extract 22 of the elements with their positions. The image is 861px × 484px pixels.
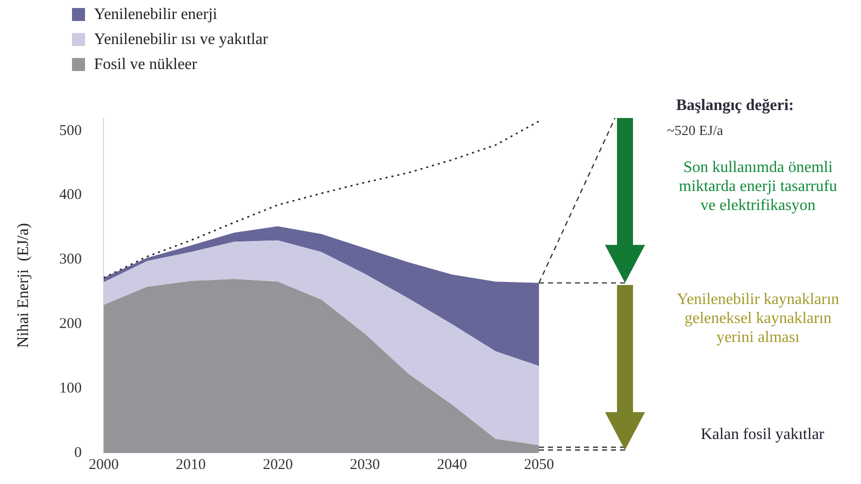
x-tick-label: 2000 bbox=[88, 456, 119, 473]
x-tick-label: 2040 bbox=[436, 456, 467, 473]
y-axis-title: Nihai Enerji (EJ/a) bbox=[14, 223, 32, 348]
y-tick-label: 400 bbox=[59, 187, 82, 204]
text: Başlangıç değeri: bbox=[675, 96, 795, 115]
y-tick-label: 300 bbox=[59, 252, 82, 268]
text: Yenilenebilir kaynakların geleneksel kaynakların yerini alması bbox=[676, 290, 840, 347]
x-tick-label: 2020 bbox=[262, 456, 293, 473]
y-tick-label: 200 bbox=[59, 316, 82, 332]
y-tick-label: 0 bbox=[74, 444, 82, 461]
x-tick-label: 2050 bbox=[524, 456, 554, 473]
text: Son kullanımda önemli miktarda enerji tasarrufu ve elektrifikasyon bbox=[678, 158, 838, 215]
legend-label: Yenilenebilir enerji bbox=[94, 6, 218, 24]
text: ~520 EJ/a bbox=[666, 123, 724, 141]
x-tick-label: 2010 bbox=[176, 456, 206, 473]
x-tick-label: 2030 bbox=[350, 456, 380, 473]
text: Kalan fosil yakıtlar bbox=[700, 425, 826, 444]
legend-label: Fosil ve nükleer bbox=[94, 56, 198, 74]
y-tick-label: 500 bbox=[59, 122, 82, 139]
line-series bbox=[104, 120, 539, 279]
y-tick-label: 100 bbox=[59, 380, 82, 397]
legend-label: Yenilenebilir ısı ve yakıtlar bbox=[94, 30, 268, 48]
